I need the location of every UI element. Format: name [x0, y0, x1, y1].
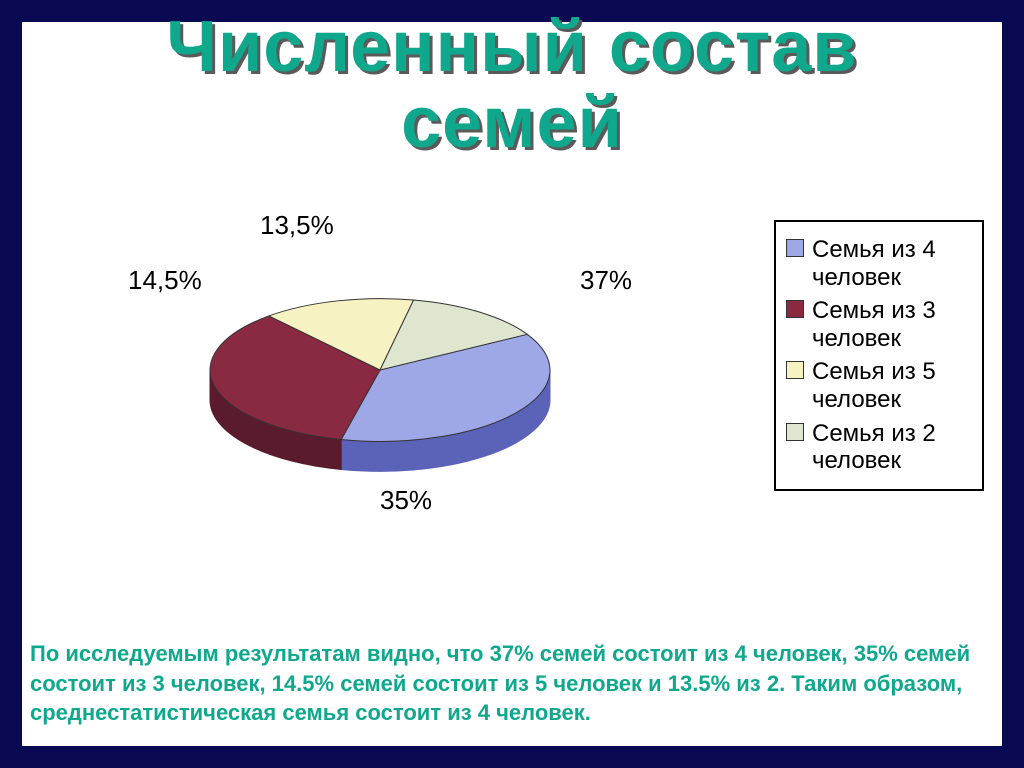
legend-swatch-1: [786, 300, 804, 318]
pct-label-2: 14,5%: [128, 265, 202, 296]
pct-label-0: 37%: [580, 265, 632, 296]
title-line1: Численный состав: [0, 10, 1024, 86]
legend-item: Семья из 5 человек: [786, 358, 972, 413]
slide-title: Численный состав семей: [0, 10, 1024, 161]
legend-swatch-0: [786, 239, 804, 257]
caption-text: По исследуемым результатам видно, что 37…: [30, 639, 994, 728]
legend-text-0: Семья из 4 человек: [812, 236, 972, 291]
legend-text-2: Семья из 5 человек: [812, 358, 972, 413]
title-line2: семей: [0, 86, 1024, 162]
legend-text-3: Семья из 2 человек: [812, 420, 972, 475]
legend: Семья из 4 человек Семья из 3 человек Се…: [774, 220, 984, 491]
slide-border-bottom: [0, 746, 1024, 768]
legend-swatch-2: [786, 361, 804, 379]
legend-item: Семья из 2 человек: [786, 420, 972, 475]
legend-item: Семья из 4 человек: [786, 236, 972, 291]
pct-label-1: 35%: [380, 485, 432, 516]
legend-item: Семья из 3 человек: [786, 297, 972, 352]
legend-swatch-3: [786, 423, 804, 441]
pct-label-3: 13,5%: [260, 210, 334, 241]
pie-chart: 37% 35% 14,5% 13,5%: [80, 210, 700, 570]
legend-text-1: Семья из 3 человек: [812, 297, 972, 352]
slide: Численный состав семей 37% 35% 14,5% 13,…: [0, 0, 1024, 768]
